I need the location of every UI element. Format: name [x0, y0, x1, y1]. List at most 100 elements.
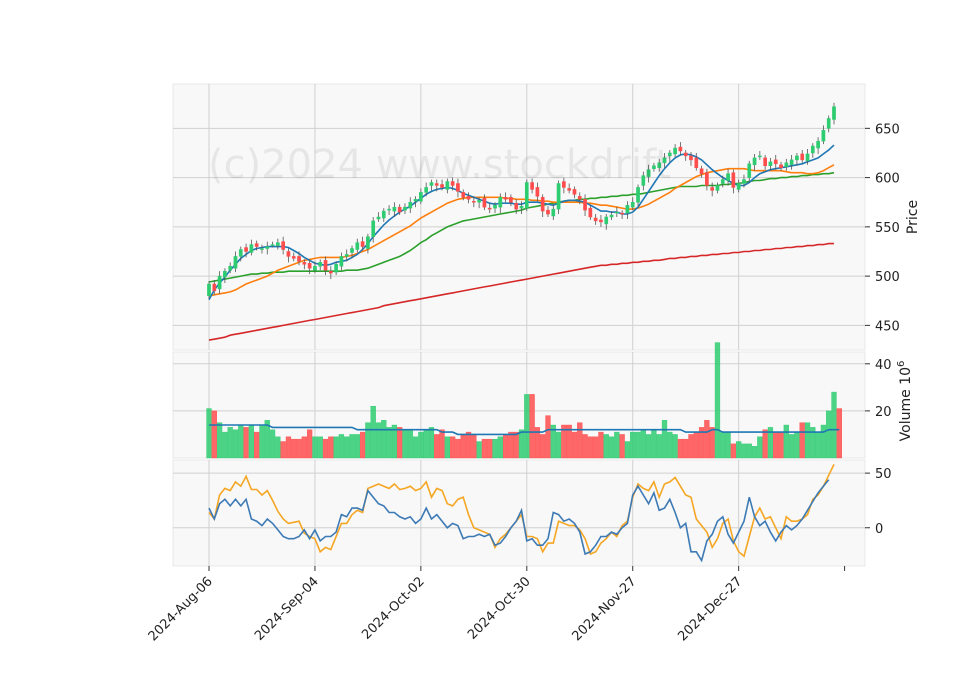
candle-down [509, 197, 513, 203]
price-panel-background [172, 83, 866, 351]
candle-up [313, 266, 317, 271]
volume-bar [550, 424, 556, 459]
candle-up [816, 140, 820, 149]
candle-up [424, 187, 428, 193]
candle-down [562, 181, 566, 188]
oscillator-panel-background [172, 459, 866, 567]
candle-up [742, 179, 746, 184]
candle-down [503, 197, 508, 200]
volume-bar [826, 410, 832, 459]
volume-bar [693, 431, 699, 459]
candle-up [646, 169, 651, 177]
volume-bar [788, 434, 795, 459]
candle-down [302, 262, 307, 265]
candle-up [604, 216, 609, 225]
candle-up [408, 201, 413, 209]
candle-up [381, 210, 386, 219]
volume-bar [444, 436, 450, 459]
candle-up [429, 182, 434, 186]
candle-up [318, 262, 323, 267]
candle-up [609, 214, 614, 218]
volume-bar [359, 431, 366, 459]
candle-down [683, 152, 688, 157]
volume-bar [471, 434, 477, 459]
candle-up [826, 118, 831, 129]
volume-bar [455, 438, 461, 459]
candle-up [524, 182, 529, 209]
volume-bar [322, 438, 329, 459]
candle-down [540, 197, 545, 212]
volume-bar [630, 431, 636, 459]
candle-up [795, 155, 799, 161]
volume-bar [751, 446, 758, 459]
volume-bar [365, 422, 371, 459]
candle-up [419, 192, 423, 202]
volume-bar [540, 434, 546, 459]
volume-bar [635, 431, 641, 459]
volume-bar [275, 436, 281, 459]
candle-down [482, 198, 487, 208]
price-y-tick-label: 600 [875, 172, 900, 187]
candle-down [699, 168, 704, 174]
volume-bar [306, 429, 313, 459]
candle-down [323, 260, 328, 271]
candle-down [471, 200, 476, 203]
candle-down [434, 183, 439, 186]
candle-down [487, 207, 492, 210]
volume-bar [301, 436, 307, 459]
volume-bar [344, 436, 350, 459]
candle-down [360, 241, 365, 247]
x-tick-label: 2024-Aug-06 [146, 574, 216, 644]
candle-up [752, 157, 757, 166]
volume-bar [264, 420, 270, 459]
candle-down [456, 183, 460, 192]
candle-down [461, 192, 466, 198]
candle-up [556, 183, 561, 210]
ma-longest-line [208, 242, 834, 341]
candle-down [773, 159, 778, 165]
volume-bar [640, 429, 646, 459]
volume-y-tick-label: 20 [875, 405, 892, 420]
candle-up [403, 206, 407, 211]
volume-bar [227, 427, 233, 459]
oscillator-line-blue [208, 479, 830, 563]
volume-bar [397, 427, 403, 459]
candle-down [678, 146, 683, 152]
candle-down [466, 196, 471, 200]
candle-up [715, 185, 720, 191]
volume-bar [248, 424, 255, 459]
volume-bar [810, 427, 816, 459]
candle-down [212, 283, 217, 292]
candle-up [276, 242, 280, 246]
volume-bar [725, 431, 731, 459]
x-tick-label: 2024-Oct-30 [465, 574, 533, 642]
candle-up [789, 159, 794, 166]
volume-bar [619, 434, 625, 459]
candle-up [477, 200, 481, 203]
candle-down [800, 153, 805, 161]
candle-down [535, 187, 540, 197]
candle-down [328, 270, 333, 274]
candle-up [667, 152, 672, 157]
candle-down [440, 184, 444, 188]
volume-bar [577, 422, 583, 459]
candle-up [355, 242, 360, 250]
volume-bar [688, 434, 694, 459]
candle-down [620, 212, 624, 215]
volume-bar [333, 436, 339, 459]
volume-bar [741, 443, 747, 459]
volume-bar [603, 434, 609, 459]
volume-bar [269, 429, 276, 459]
volume-bar [508, 431, 514, 459]
volume-bar [492, 438, 498, 459]
candle-up [233, 256, 238, 269]
watermark: (c)2024 www.stockdrift [208, 142, 671, 188]
volume-bar [312, 436, 318, 459]
candle-up [630, 201, 635, 208]
volume-bar [328, 436, 334, 459]
volume-bar [407, 429, 413, 459]
candle-up [493, 204, 497, 209]
candle-down [705, 172, 709, 186]
volume-bar [698, 427, 705, 459]
volume-bar [799, 422, 805, 459]
